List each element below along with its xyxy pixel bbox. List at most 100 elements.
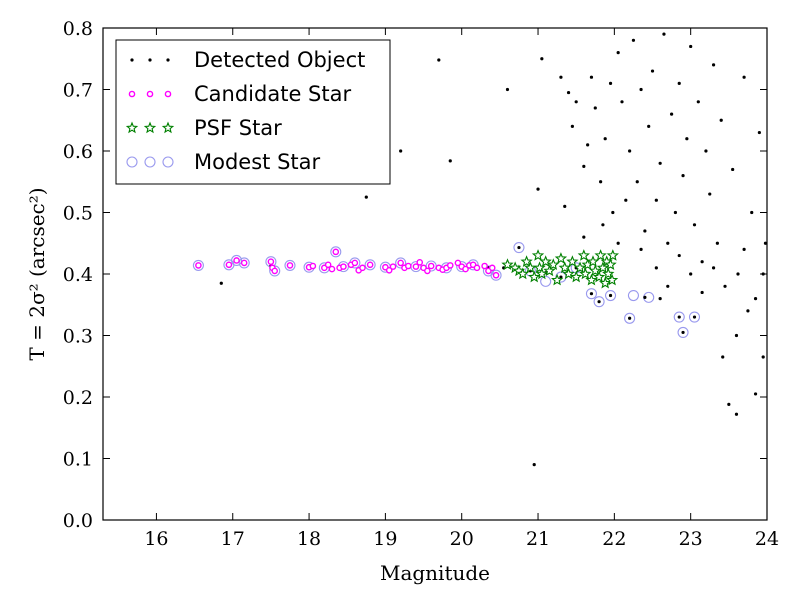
modest-star-point bbox=[585, 288, 598, 300]
psf-star-point bbox=[589, 264, 602, 277]
modest-star-point bbox=[673, 311, 685, 323]
legend-marker-detected-object bbox=[130, 58, 134, 62]
psf-star-point bbox=[531, 249, 545, 261]
psf-star-point bbox=[539, 255, 552, 267]
y-tick-label: 0.0 bbox=[63, 510, 93, 532]
detected-object-point bbox=[692, 315, 697, 319]
y-tick-label: 0.6 bbox=[63, 141, 93, 163]
candidate-star-point bbox=[225, 261, 233, 269]
candidate-star-point bbox=[424, 267, 431, 275]
detected-object-point bbox=[601, 223, 605, 227]
plot-area bbox=[192, 32, 768, 467]
psf-star-point bbox=[592, 270, 606, 283]
legend: Detected Object Candidate Star PSF Star Mod… bbox=[115, 39, 391, 185]
modest-star-point bbox=[593, 296, 605, 308]
detected-object-point bbox=[448, 159, 452, 163]
detected-object-point bbox=[685, 137, 689, 141]
candidate-star-point bbox=[328, 265, 336, 273]
detected-object-point bbox=[593, 106, 597, 110]
candidate-star-point bbox=[397, 259, 404, 267]
detected-object-point bbox=[219, 281, 223, 285]
modest-star-point bbox=[513, 242, 525, 254]
detected-object-point bbox=[708, 192, 712, 196]
detected-object-point bbox=[559, 75, 563, 79]
psf-star-point bbox=[573, 261, 587, 274]
detected-object-point bbox=[711, 63, 716, 67]
detected-object-point bbox=[643, 229, 647, 233]
modest-star-point bbox=[395, 257, 407, 269]
legend-label-candidate-star: Candidate Star bbox=[194, 82, 351, 106]
detected-object-point bbox=[650, 69, 655, 73]
detected-object-point bbox=[757, 130, 761, 135]
candidate-star-point bbox=[340, 263, 347, 270]
detected-object-point bbox=[736, 272, 740, 276]
candidate-star-point bbox=[267, 258, 275, 266]
detected-object-point bbox=[603, 137, 607, 141]
detected-object-point bbox=[689, 272, 693, 276]
detected-object-point bbox=[734, 412, 739, 416]
modest-star-point bbox=[284, 259, 296, 271]
detected-object-point bbox=[654, 266, 658, 270]
detected-object-point bbox=[677, 81, 681, 85]
detected-object-point bbox=[639, 87, 643, 92]
detected-object-point bbox=[727, 402, 731, 406]
detected-object-point bbox=[669, 112, 674, 116]
detected-object-point bbox=[750, 210, 754, 215]
psf-star-point bbox=[558, 261, 571, 274]
detected-object-point bbox=[620, 100, 624, 104]
psf-star-point bbox=[554, 252, 568, 264]
psf-star-point bbox=[585, 273, 598, 286]
candidate-star-point bbox=[271, 267, 279, 275]
legend-marker-detected-object bbox=[166, 58, 170, 62]
detected-object-point bbox=[692, 223, 697, 227]
psf-star-point bbox=[606, 249, 619, 261]
legend-marker-candidate-star bbox=[128, 90, 136, 98]
candidate-star-point bbox=[454, 259, 462, 267]
detected-object-point bbox=[611, 210, 615, 215]
y-tick-label: 0.1 bbox=[63, 449, 93, 471]
x-tick-label: 22 bbox=[602, 528, 626, 550]
candidate-star-point bbox=[404, 262, 412, 270]
candidate-star-point bbox=[286, 262, 294, 269]
x-axis-title: Magnitude bbox=[380, 561, 490, 585]
detected-object-point bbox=[711, 266, 716, 270]
detected-object-point bbox=[721, 355, 725, 359]
y-tick-label: 0.3 bbox=[63, 326, 93, 348]
detected-object-point bbox=[559, 275, 563, 279]
detected-object-point bbox=[364, 195, 368, 199]
detected-object-point bbox=[666, 241, 670, 245]
y-tick-label: 0.7 bbox=[63, 80, 93, 102]
x-tick-label: 20 bbox=[450, 528, 474, 550]
x-tick-label: 23 bbox=[679, 528, 703, 550]
detected-object-point bbox=[704, 149, 708, 153]
psf-star-point bbox=[516, 267, 529, 280]
detected-object-point bbox=[639, 247, 643, 251]
psf-star-point bbox=[535, 267, 549, 280]
detected-object-point bbox=[753, 297, 758, 301]
legend-label-modest-star: Modest Star bbox=[194, 150, 320, 174]
detected-object-point bbox=[586, 143, 590, 147]
legend-marker-modest-star bbox=[162, 156, 174, 168]
legend-marker-candidate-star bbox=[146, 90, 154, 98]
detected-object-point bbox=[700, 290, 704, 295]
candidate-star-point bbox=[481, 262, 488, 270]
detected-object-point bbox=[608, 293, 613, 298]
legend-marker-psf-star bbox=[125, 121, 139, 134]
legend-label-psf-star: PSF Star bbox=[194, 116, 282, 140]
detected-object-point bbox=[700, 260, 704, 264]
candidate-star-point bbox=[446, 262, 454, 269]
detected-object-point bbox=[589, 75, 594, 79]
psf-star-point bbox=[547, 258, 560, 271]
detected-object-point bbox=[399, 149, 403, 153]
detected-object-point bbox=[731, 167, 735, 172]
modest-star-point bbox=[231, 254, 243, 267]
y-tick-label: 0.4 bbox=[63, 264, 93, 286]
candidate-star-point bbox=[332, 248, 340, 256]
detected-object-point bbox=[628, 149, 632, 153]
x-tick-label: 16 bbox=[144, 528, 168, 550]
candidate-star-point bbox=[462, 265, 469, 273]
candidate-star-point bbox=[240, 259, 248, 267]
detected-object-point bbox=[599, 180, 603, 184]
detected-object-point bbox=[719, 118, 723, 122]
candidate-star-point bbox=[195, 262, 202, 269]
